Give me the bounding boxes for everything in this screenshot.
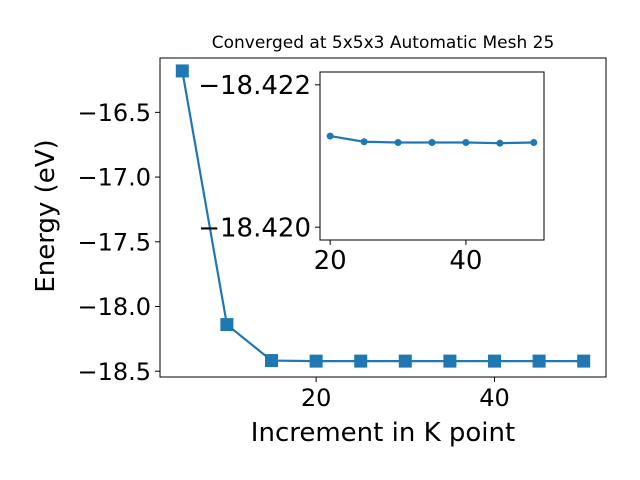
main-data-point bbox=[354, 354, 368, 368]
inset-axes-frame bbox=[319, 71, 545, 241]
inset-y-tick-label: −18.420 bbox=[198, 214, 311, 244]
main-data-point bbox=[443, 354, 457, 368]
main-data-point bbox=[309, 354, 323, 368]
inset-y-tick-label: −18.422 bbox=[198, 71, 311, 101]
main-y-tick-label: −17.5 bbox=[77, 228, 151, 256]
x-axis-label: Increment in K point bbox=[251, 418, 515, 448]
main-data-point bbox=[488, 354, 501, 368]
main-x-tick-label: 40 bbox=[479, 384, 510, 412]
inset-data-point bbox=[496, 139, 504, 147]
main-data-point bbox=[577, 354, 591, 368]
inset-data-point bbox=[428, 138, 436, 146]
main-axes-frame bbox=[159, 57, 607, 378]
main-data-point bbox=[220, 318, 234, 332]
inset-data-point bbox=[462, 138, 470, 146]
inset-data-point bbox=[360, 138, 368, 146]
main-series-line bbox=[181, 70, 584, 363]
main-x-tick-label: 20 bbox=[301, 384, 332, 412]
main-data-point bbox=[265, 354, 278, 368]
main-y-tick-label: −17.0 bbox=[77, 164, 151, 192]
inset-x-tick-label: 40 bbox=[449, 246, 482, 276]
main-data-point bbox=[398, 354, 412, 368]
inset-data-point bbox=[530, 138, 538, 146]
inset-plot: 20 40 −18.422 −18.420 bbox=[198, 71, 545, 276]
main-y-tick-label: −16.5 bbox=[77, 99, 151, 127]
y-axis-label: Energy (eV) bbox=[31, 139, 61, 292]
inset-data-point bbox=[394, 138, 402, 146]
chart-title: Converged at 5x5x3 Automatic Mesh 25 bbox=[212, 33, 555, 53]
inset-x-tick-label: 20 bbox=[314, 246, 347, 276]
main-data-point bbox=[175, 64, 189, 78]
main-y-tick-label: −18.0 bbox=[77, 293, 151, 321]
inset-data-point bbox=[326, 132, 334, 140]
inset-plot-area bbox=[320, 72, 544, 240]
main-y-tick-label: −18.5 bbox=[77, 358, 151, 386]
main-data-point bbox=[532, 354, 546, 368]
